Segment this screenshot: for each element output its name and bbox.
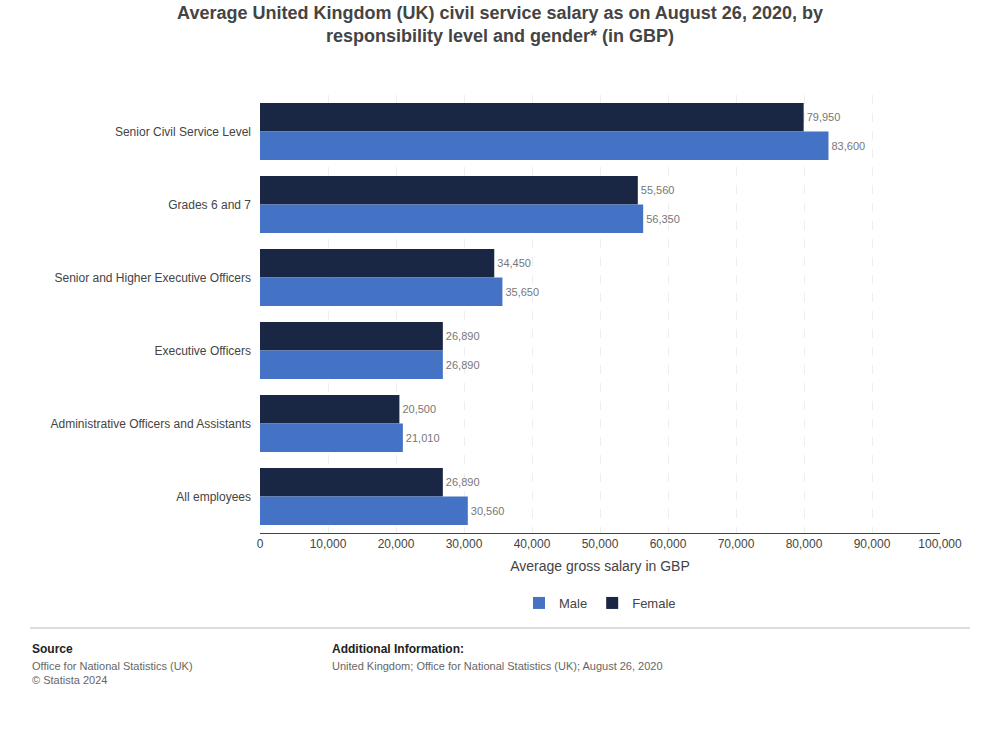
svg-text:Source: Source xyxy=(32,642,73,656)
svg-text:55,560: 55,560 xyxy=(641,184,675,196)
svg-text:30,560: 30,560 xyxy=(471,505,505,517)
svg-text:Executive Officers: Executive Officers xyxy=(155,344,251,358)
svg-text:Administrative Officers and As: Administrative Officers and Assistants xyxy=(50,417,251,431)
svg-text:Grades 6 and 7: Grades 6 and 7 xyxy=(168,198,251,212)
svg-text:60,000: 60,000 xyxy=(650,537,687,551)
svg-text:50,000: 50,000 xyxy=(582,537,619,551)
svg-text:Average United Kingdom (UK) ci: Average United Kingdom (UK) civil servic… xyxy=(177,3,823,46)
svg-text:30,000: 30,000 xyxy=(446,537,483,551)
svg-text:United Kingdom; Office for Nat: United Kingdom; Office for National Stat… xyxy=(332,660,663,672)
svg-text:20,500: 20,500 xyxy=(402,403,436,415)
svg-text:Male: Male xyxy=(559,596,587,611)
svg-text:Senior and Higher Executive Of: Senior and Higher Executive Officers xyxy=(54,271,251,285)
svg-text:0: 0 xyxy=(257,537,264,551)
svg-text:Average gross salary in GBP: Average gross salary in GBP xyxy=(510,558,690,574)
svg-text:70,000: 70,000 xyxy=(718,537,755,551)
svg-text:40,000: 40,000 xyxy=(514,537,551,551)
svg-text:Additional Information:: Additional Information: xyxy=(332,642,464,656)
svg-text:79,950: 79,950 xyxy=(807,111,841,123)
svg-text:26,890: 26,890 xyxy=(446,330,480,342)
svg-text:Office for National Statistics: Office for National Statistics (UK)© Sta… xyxy=(32,660,193,686)
svg-text:83,600: 83,600 xyxy=(831,140,865,152)
svg-text:56,350: 56,350 xyxy=(646,213,680,225)
svg-text:26,890: 26,890 xyxy=(446,476,480,488)
svg-text:35,650: 35,650 xyxy=(505,286,539,298)
svg-text:10,000: 10,000 xyxy=(310,537,347,551)
svg-text:100,000: 100,000 xyxy=(918,537,962,551)
svg-text:20,000: 20,000 xyxy=(378,537,415,551)
svg-text:90,000: 90,000 xyxy=(854,537,891,551)
svg-text:Senior Civil Service Level: Senior Civil Service Level xyxy=(115,125,251,139)
svg-text:Female: Female xyxy=(632,596,675,611)
svg-text:26,890: 26,890 xyxy=(446,359,480,371)
svg-text:34,450: 34,450 xyxy=(497,257,531,269)
svg-text:21,010: 21,010 xyxy=(406,432,440,444)
svg-text:80,000: 80,000 xyxy=(786,537,823,551)
svg-text:All employees: All employees xyxy=(176,490,251,504)
